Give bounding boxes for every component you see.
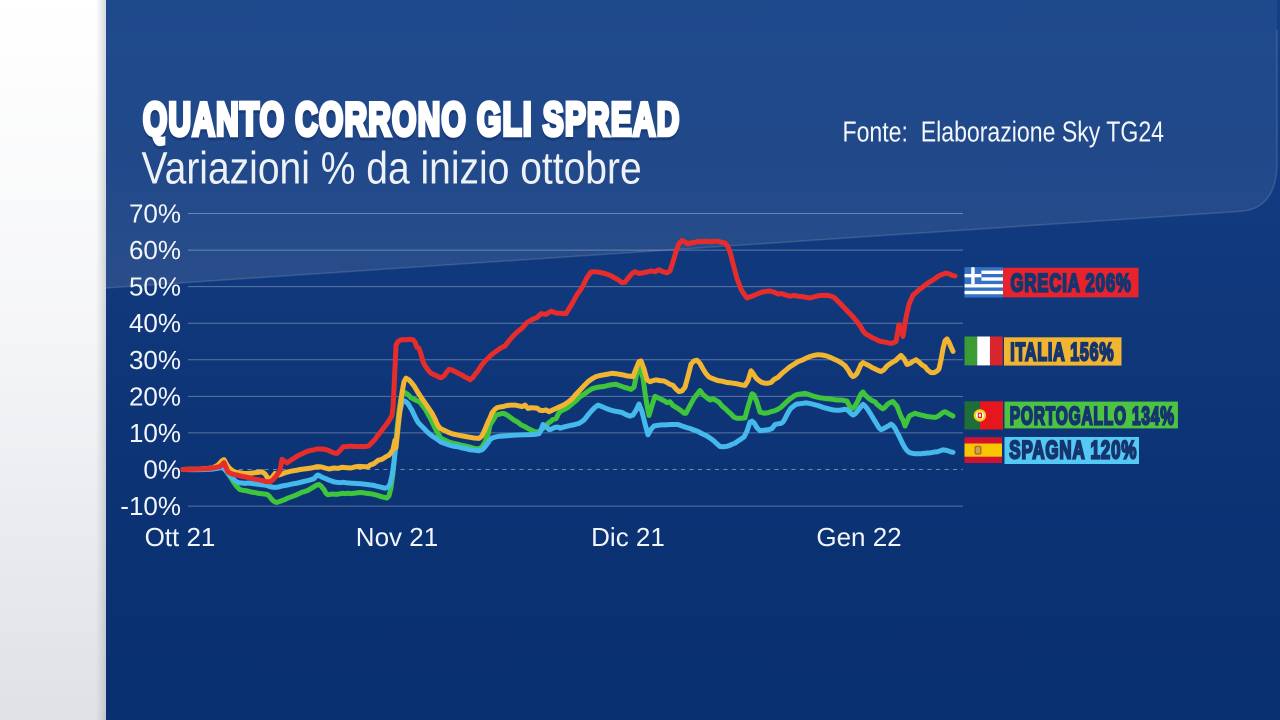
svg-text:-10%: -10% [120,491,181,521]
svg-text:40%: 40% [129,308,181,338]
svg-text:30%: 30% [129,345,181,375]
svg-text:10%: 10% [129,418,181,448]
svg-text:SPAGNA 120%: SPAGNA 120% [1009,436,1137,464]
svg-text:ITALIA 156%: ITALIA 156% [1010,339,1114,366]
svg-text:PORTOGALLO 134%: PORTOGALLO 134% [1010,403,1175,431]
svg-text:20%: 20% [129,381,181,411]
svg-text:0%: 0% [143,455,181,485]
svg-text:Fonte: Elaborazione Sky TG24: Fonte: Elaborazione Sky TG24 [843,117,1165,148]
svg-text:QUANTO CORRONO GLI SPREAD: QUANTO CORRONO GLI SPREAD [143,94,681,146]
svg-text:50%: 50% [129,272,181,302]
svg-text:QUANTO CORRONO GLI SPREAD: QUANTO CORRONO GLI SPREAD [143,97,681,149]
svg-text:Dic 21: Dic 21 [591,522,665,552]
svg-text:70%: 70% [129,199,181,229]
svg-text:60%: 60% [129,235,181,265]
svg-text:Gen 22: Gen 22 [816,522,901,552]
svg-text:Ott 21: Ott 21 [145,522,216,552]
svg-text:Nov 21: Nov 21 [356,522,438,552]
svg-text:GRECIA 206%: GRECIA 206% [1011,269,1132,297]
svg-text:Variazioni % da inizio ottobre: Variazioni % da inizio ottobre [142,143,642,193]
